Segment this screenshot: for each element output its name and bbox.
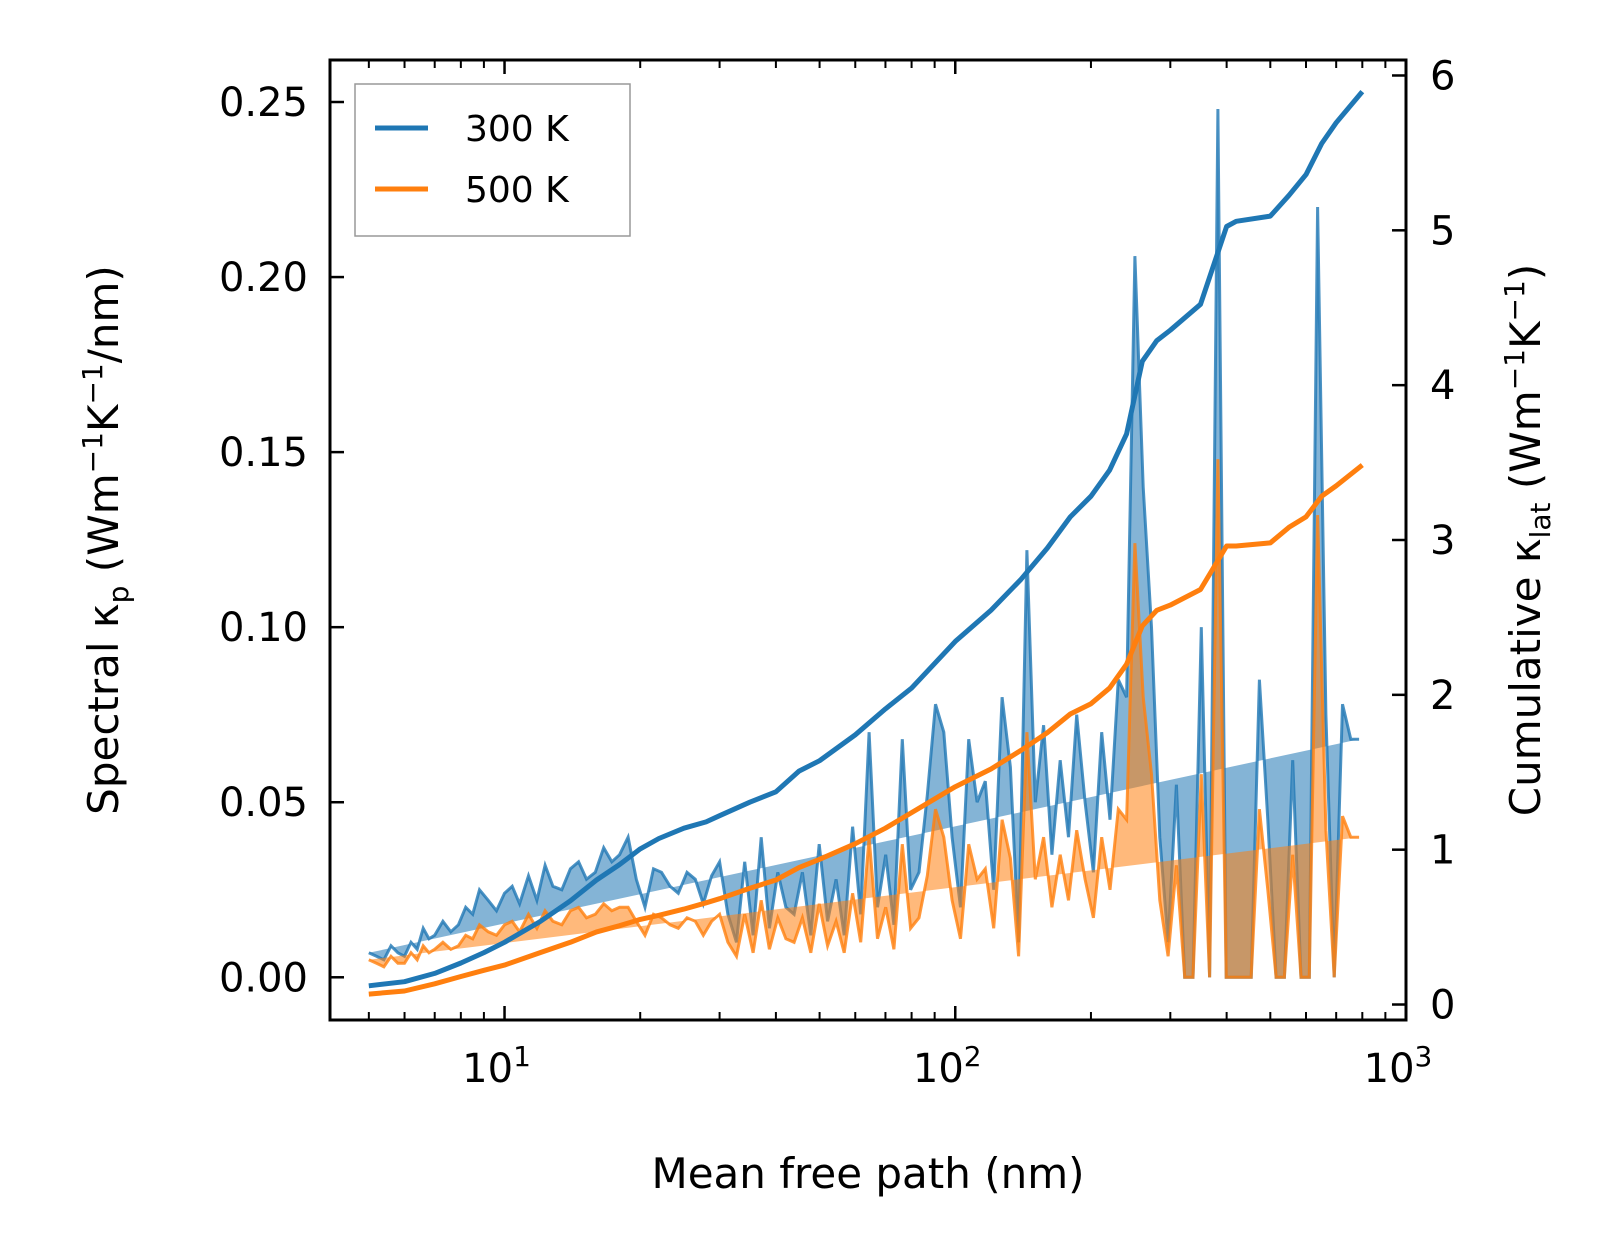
y-axis-label-right: Cumulative κlat (Wm−1K−1) [1498,264,1557,816]
y-right-tick-label: 2 [1430,673,1455,719]
x-axis-label: Mean free path (nm) [651,1149,1084,1198]
line-500-k-cumulative [368,463,1364,997]
spectral-line-500-k [368,459,1360,979]
y-right-tick-label: 6 [1430,53,1455,99]
line-300-k-cumulative [368,89,1365,989]
y-left-tick-label: 0.15 [219,430,308,476]
y-right-tick-label: 5 [1430,208,1455,254]
y-right-tick-label: 3 [1430,518,1455,564]
x-tick-label: 102 [913,1040,982,1092]
y-left-tick-label: 0.00 [219,955,308,1001]
legend-frame [354,83,631,237]
y-left-tick-label: 0.25 [219,80,308,126]
y-left-tick-label: 0.20 [219,255,308,301]
ticks-layer: 101 102 103 0.00 0.05 0.10 0.15 0.20 0.25 0 1 2 3 4 5 6 [219,53,1456,1092]
legend: 300 K 500 K [354,83,631,237]
y-right-tick-label: 4 [1430,363,1455,409]
plot-frame [328,58,1408,1022]
y-left-tick-label: 0.05 [219,780,308,826]
x-tick-label: 101 [462,1040,531,1092]
y-right-tick-label: 1 [1430,828,1455,874]
y-axis-label-left: Spectral κp (Wm−1K−1/nm) [76,265,135,815]
legend-label-300k: 300 K [465,109,570,150]
x-tick-label: 103 [1364,1040,1433,1092]
series-layer [368,89,1365,997]
legend-label-500k: 500 K [465,170,570,211]
y-left-tick-label: 0.10 [219,605,308,651]
y-right-tick-label: 0 [1430,983,1455,1029]
